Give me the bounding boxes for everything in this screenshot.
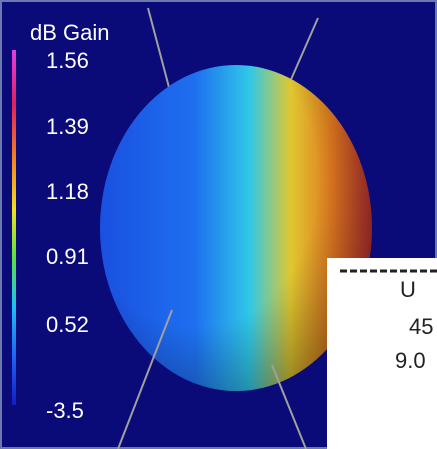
colorbar-title: dB Gain (30, 20, 110, 45)
info-text: U (400, 277, 416, 302)
colorbar-label: 0.91 (46, 244, 89, 269)
gain-view: dB Gain 1.56 1.39 1.18 0.91 0.52 -3.5 U 45 9.0 (0, 0, 437, 449)
colorbar-label: 1.39 (46, 114, 89, 139)
info-text: 9.0 (395, 348, 426, 373)
color-bar (12, 50, 16, 405)
colorbar-label: 1.56 (46, 48, 89, 73)
colorbar-label: 1.18 (46, 179, 89, 204)
info-text: 45 (409, 314, 433, 339)
colorbar-label: -3.5 (46, 398, 84, 423)
colorbar-label: 0.52 (46, 312, 89, 337)
